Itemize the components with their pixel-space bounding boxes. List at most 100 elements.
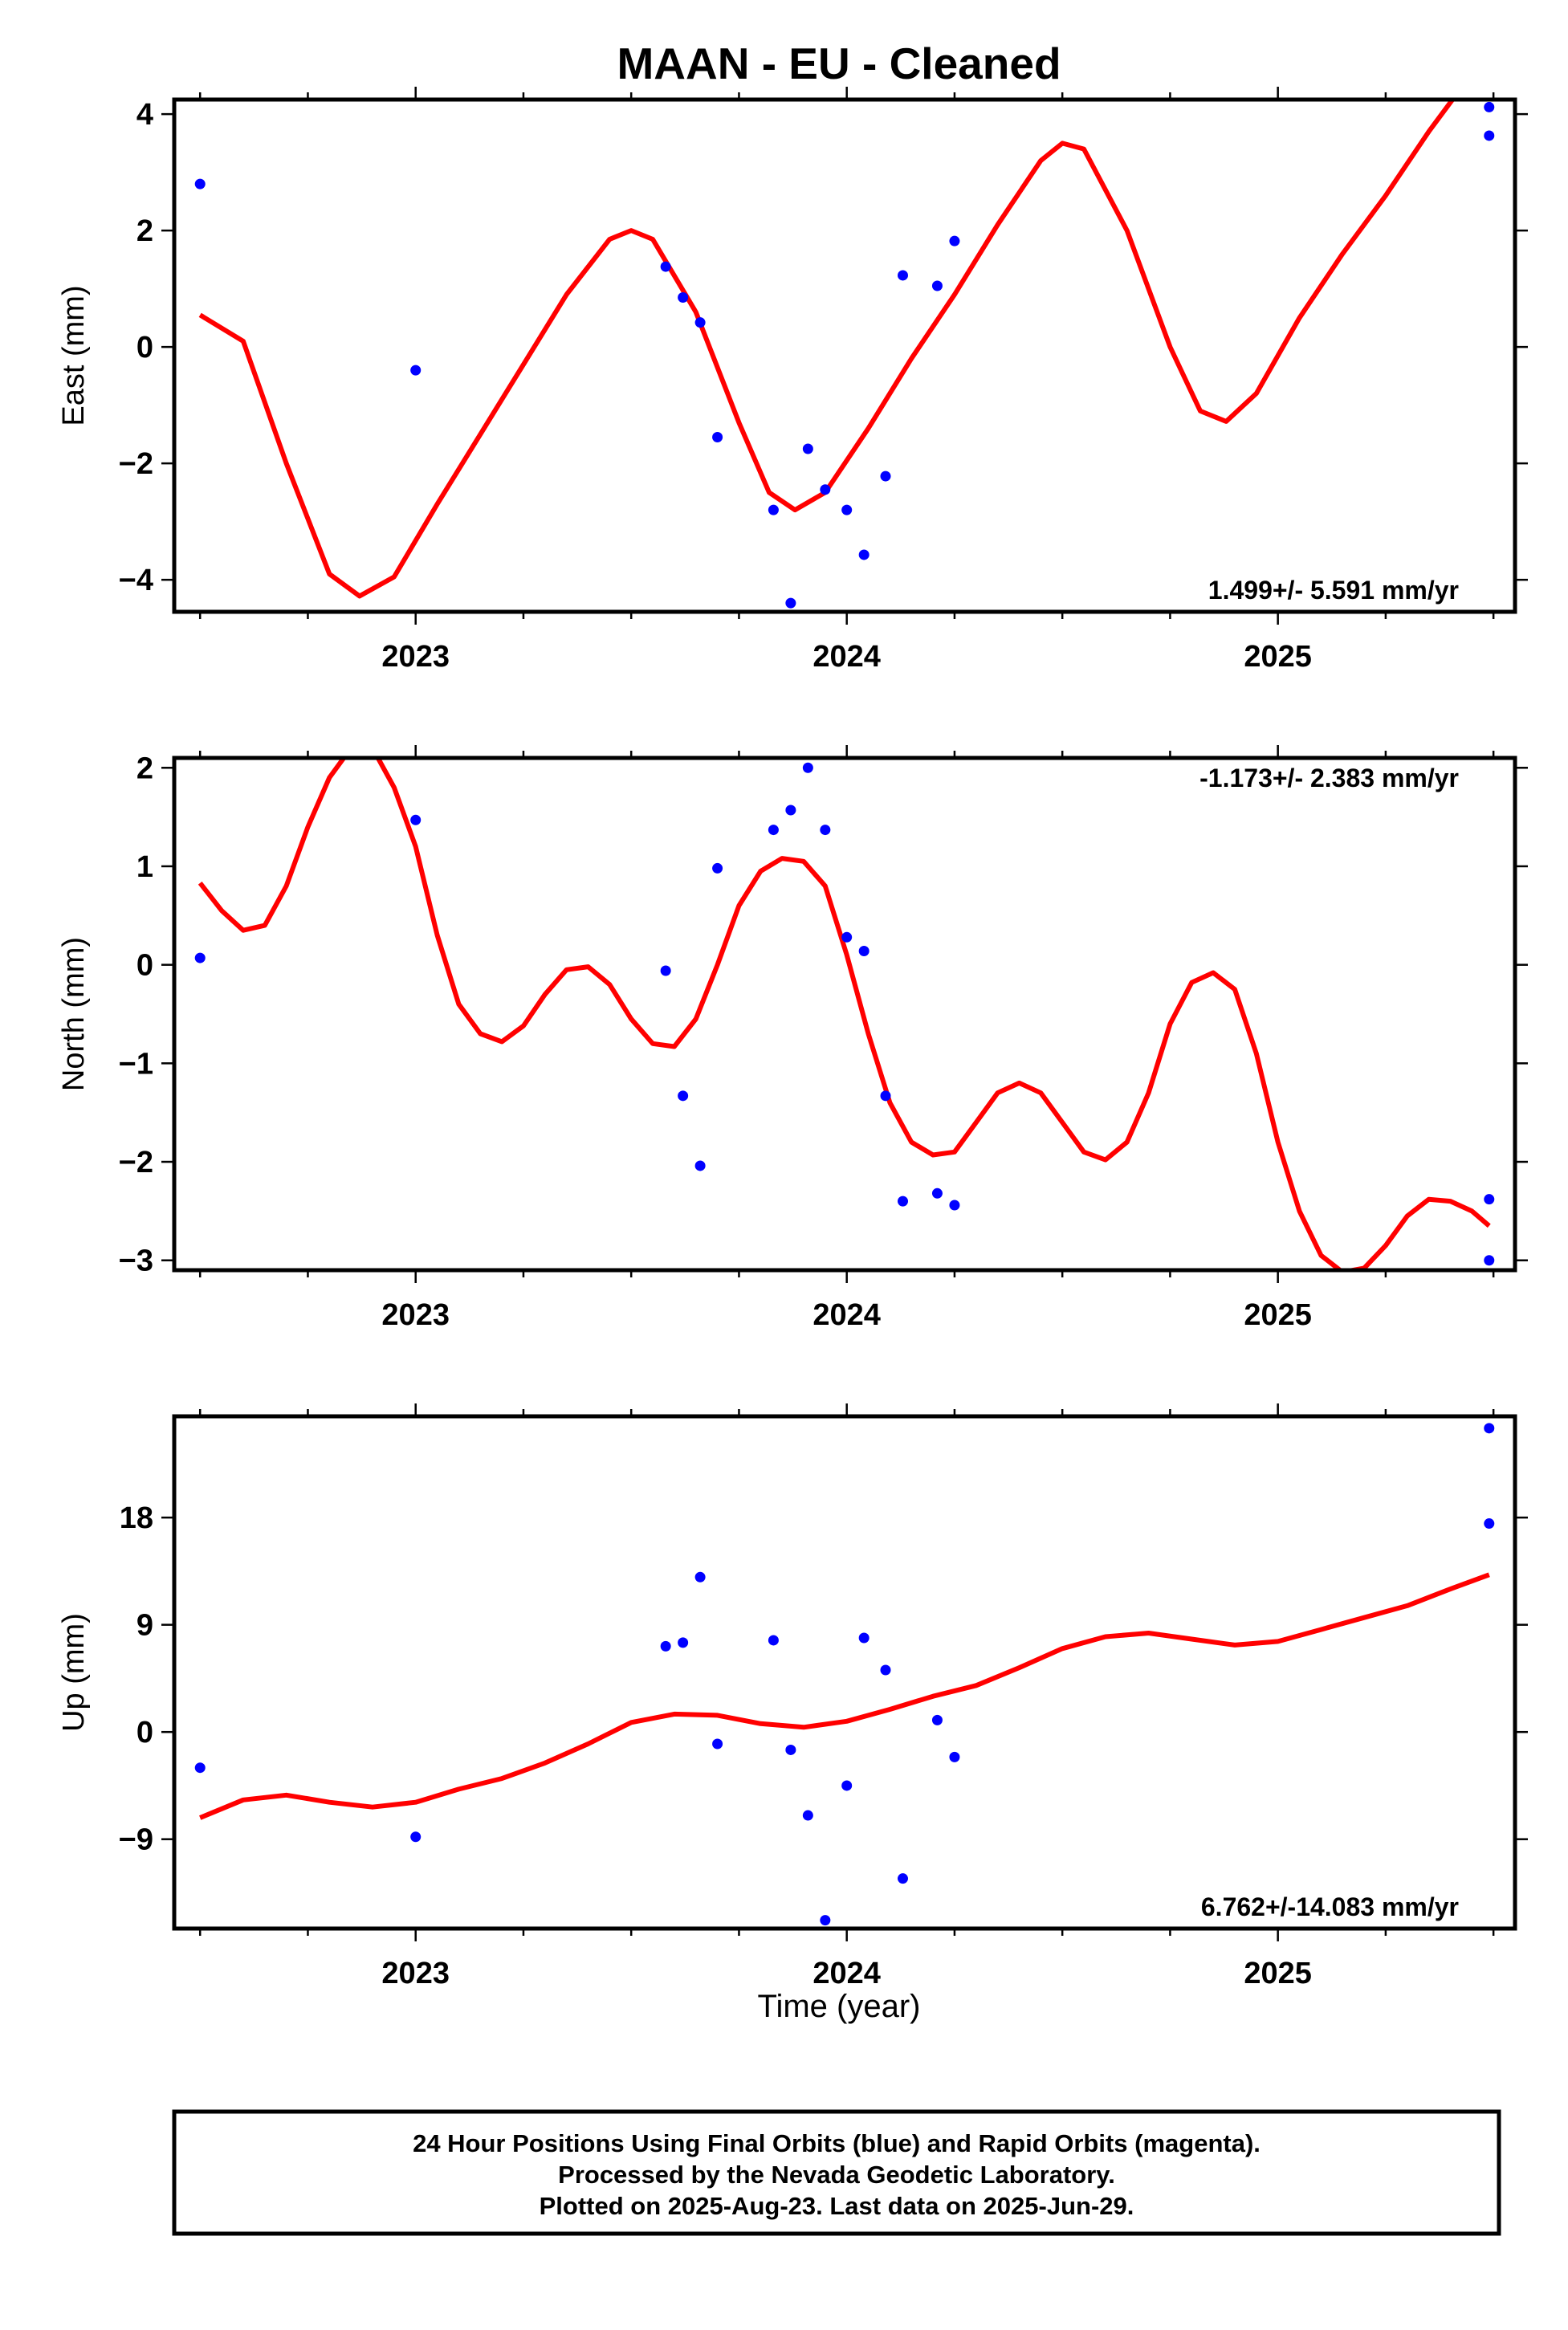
north-data-point: [678, 1090, 689, 1102]
north-data-point: [712, 862, 723, 874]
north-data-point: [1484, 1194, 1495, 1205]
east-data-point: [897, 270, 908, 281]
east-y-axis-label: East (mm): [57, 285, 91, 426]
up-data-point: [1484, 1518, 1495, 1530]
up-data-point: [785, 1744, 796, 1755]
east-data-point: [1484, 101, 1495, 112]
up-data-point: [802, 1810, 813, 1821]
north-data-point: [897, 1196, 908, 1207]
panel-up: 2023 2024 2025 18 9 0 −9 Up (mm) 6.762+/-14.083 …: [57, 1403, 1528, 1990]
north-y-tick-label: −1: [119, 1047, 153, 1081]
east-data-point: [880, 470, 891, 482]
east-data-point: [660, 261, 671, 272]
up-data-point: [678, 1637, 689, 1648]
north-x-tick-label: 2023: [381, 1298, 450, 1332]
up-y-tick-label: 0: [136, 1716, 153, 1750]
north-data-point: [1484, 1255, 1495, 1266]
north-plot-frame: [172, 756, 1517, 1273]
north-data-point: [949, 1200, 960, 1211]
up-y-tick-label: 18: [120, 1501, 153, 1535]
north-data-point: [841, 931, 853, 943]
east-data-point: [768, 504, 779, 515]
north-data-point: [931, 1187, 943, 1199]
east-data-point: [841, 504, 853, 515]
east-data-point: [678, 292, 689, 303]
up-data-point: [712, 1738, 723, 1750]
up-data-point: [194, 1762, 206, 1774]
east-rate-label: 1.499+/- 5.591 mm/yr: [1208, 576, 1459, 605]
up-data-point: [694, 1571, 706, 1583]
east-y-tick-label: −4: [119, 564, 153, 597]
east-y-tick-label: 2: [136, 214, 153, 248]
east-data-point: [410, 365, 422, 376]
up-y-axis-label: Up (mm): [57, 1613, 91, 1732]
east-data-point: [931, 280, 943, 291]
up-plot-frame: [172, 1414, 1517, 1931]
north-data-point: [820, 825, 831, 836]
east-data-point: [858, 549, 870, 560]
north-data-point: [410, 814, 422, 825]
up-fit-line: [199, 1572, 1490, 1820]
east-data-point: [712, 432, 723, 442]
east-data-point: [949, 235, 960, 246]
east-x-tick-label: 2025: [1244, 640, 1312, 674]
footer-box: 24 Hour Positions Using Final Orbits (bl…: [172, 2109, 1501, 2236]
north-data-point: [694, 1160, 706, 1171]
east-data-point: [694, 317, 706, 328]
east-y-tick-label: 4: [136, 98, 153, 132]
east-y-tick-label: 0: [136, 331, 153, 365]
up-data-point: [880, 1664, 891, 1676]
east-data-point: [820, 484, 831, 495]
north-x-tick-label: 2025: [1244, 1298, 1312, 1332]
up-y-tick-label: 9: [136, 1609, 153, 1643]
north-data-point: [194, 952, 206, 963]
north-y-tick-label: −2: [119, 1146, 153, 1179]
footer-line-2: Processed by the Nevada Geodetic Laborat…: [558, 2161, 1115, 2189]
up-x-tick-label: 2025: [1244, 1957, 1312, 1990]
north-y-tick-label: 0: [136, 949, 153, 983]
up-x-tick-label: 2023: [381, 1957, 450, 1990]
east-y-tick-label: −2: [119, 447, 153, 481]
x-axis-label: Time (year): [758, 1989, 921, 2024]
up-x-tick-label: 2024: [813, 1957, 881, 1990]
north-x-tick-label: 2024: [813, 1298, 881, 1332]
footer-frame: [172, 2109, 1501, 2236]
footer-line-3: Plotted on 2025-Aug-23. Last data on 202…: [540, 2192, 1134, 2220]
north-y-tick-label: −3: [119, 1244, 153, 1278]
up-data-point: [660, 1640, 671, 1652]
north-data-point: [802, 762, 813, 773]
up-y-tick-label: −9: [119, 1823, 153, 1857]
east-data-point: [194, 178, 206, 189]
north-data-point: [768, 825, 779, 836]
east-x-tick-label: 2023: [381, 640, 450, 674]
north-y-axis-label: North (mm): [57, 937, 91, 1091]
up-data-point: [858, 1632, 870, 1644]
panel-north: 2023 2024 2025 2 1 0 −1 −2 −3 North (mm) -1.173+/-…: [57, 745, 1528, 1332]
east-data-point: [785, 597, 796, 609]
up-data-point: [820, 1915, 831, 1926]
footer-line-1: 24 Hour Positions Using Final Orbits (bl…: [413, 2129, 1261, 2157]
up-data-point: [410, 1831, 422, 1843]
north-data-point: [858, 945, 870, 956]
north-data-point: [785, 805, 796, 816]
up-data-point: [931, 1714, 943, 1725]
east-fit-line: [198, 100, 1456, 599]
chart-title: MAAN - EU - Cleaned: [617, 39, 1061, 88]
north-data-point: [880, 1090, 891, 1102]
north-data-point: [660, 965, 671, 976]
panel-east: 2023 2024 2025 4 2 0 −2 −4 East (mm) 1.499+/- 5.5…: [57, 87, 1528, 674]
north-rate-label: -1.173+/- 2.383 mm/yr: [1199, 764, 1459, 792]
north-y-tick-label: 2: [136, 752, 153, 785]
up-data-point: [841, 1780, 853, 1791]
east-x-tick-label: 2024: [813, 640, 881, 674]
up-data-point: [897, 1873, 908, 1884]
north-y-tick-label: 1: [136, 850, 153, 884]
east-data-point: [1484, 130, 1495, 141]
up-data-point: [1484, 1423, 1495, 1434]
east-data-point: [802, 443, 813, 454]
up-data-point: [768, 1635, 779, 1646]
up-rate-label: 6.762+/-14.083 mm/yr: [1201, 1892, 1459, 1921]
up-data-point: [949, 1751, 960, 1762]
east-plot-frame: [172, 97, 1517, 614]
